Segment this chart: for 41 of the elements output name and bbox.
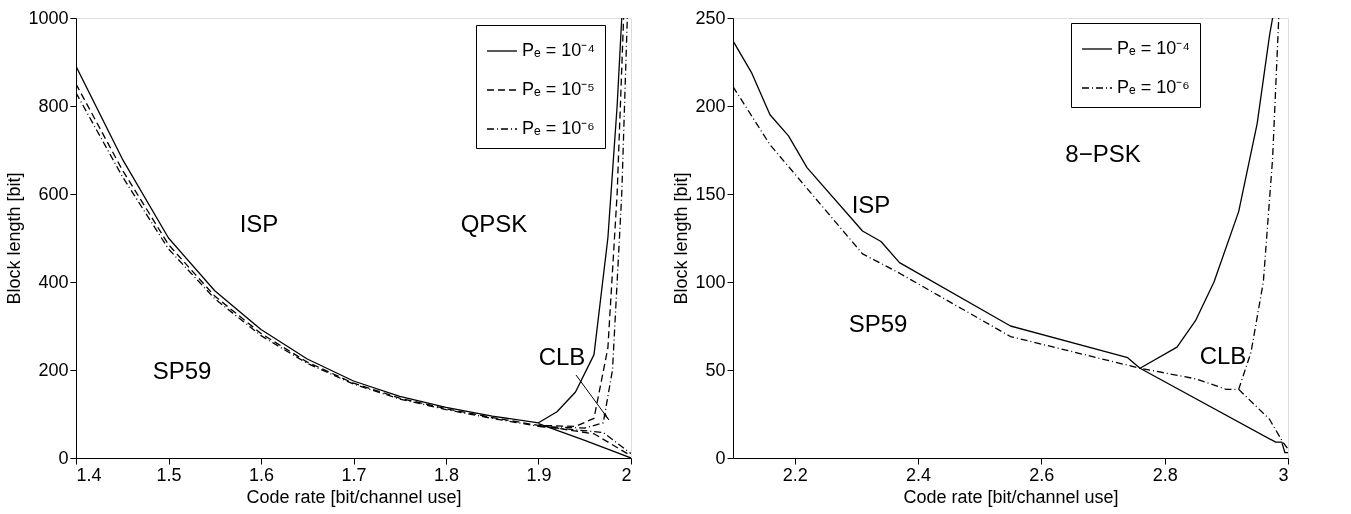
x-tick-label: 1.4 (76, 464, 102, 485)
y-tick-label: 200 (38, 359, 69, 380)
legend-label: Pₑ = 10⁻⁴ (522, 40, 595, 60)
annotation: QPSK (460, 210, 528, 237)
x-tick-label: 1.5 (156, 464, 182, 485)
y-tick-label: 800 (38, 95, 69, 116)
legend-label: Pₑ = 10⁻⁵ (522, 79, 595, 99)
x-axis-title: Code rate [bit/channel use] (246, 486, 462, 507)
y-tick-label: 150 (695, 183, 726, 204)
x-tick-label: 1.9 (526, 464, 552, 485)
x-tick-label: 1.7 (341, 464, 367, 485)
y-tick-label: 0 (715, 447, 726, 468)
y-axis-title: Block length [bit] (4, 172, 25, 305)
annotation: ISP (851, 191, 891, 218)
legend-label: Pₑ = 10⁻⁶ (1117, 77, 1190, 97)
annotation: CLB (538, 343, 586, 370)
x-axis-title: Code rate [bit/channel use] (903, 486, 1119, 507)
x-tick-label: 1.6 (248, 464, 275, 485)
annotation: SP59 (848, 310, 908, 337)
x-tick-label: 2.4 (905, 464, 932, 485)
annotation: CLB (1199, 342, 1247, 369)
x-tick-label: 1.8 (433, 464, 460, 485)
y-axis-title: Block length [bit] (671, 172, 692, 305)
annotation: ISP (239, 210, 279, 237)
y-tick-label: 100 (695, 271, 726, 292)
y-tick-label: 600 (38, 183, 69, 204)
x-tick-label: 2 (621, 464, 632, 485)
x-tick-label: 2.6 (1029, 464, 1055, 485)
x-tick-label: 3 (1278, 464, 1289, 485)
y-tick-label: 400 (38, 271, 69, 292)
x-tick-label: 2.8 (1152, 464, 1178, 485)
annotation: SP59 (152, 357, 212, 384)
legend-label: Pₑ = 10⁻⁶ (522, 118, 595, 138)
y-tick-label: 0 (58, 447, 69, 468)
legend-label: Pₑ = 10⁻⁴ (1117, 38, 1190, 58)
annotation: 8−PSK (1065, 140, 1141, 167)
y-tick-label: 250 (695, 7, 726, 28)
x-tick-label: 2.2 (782, 464, 808, 485)
y-tick-label: 50 (705, 359, 726, 380)
y-tick-label: 200 (695, 95, 726, 116)
y-tick-label: 1000 (28, 7, 69, 28)
